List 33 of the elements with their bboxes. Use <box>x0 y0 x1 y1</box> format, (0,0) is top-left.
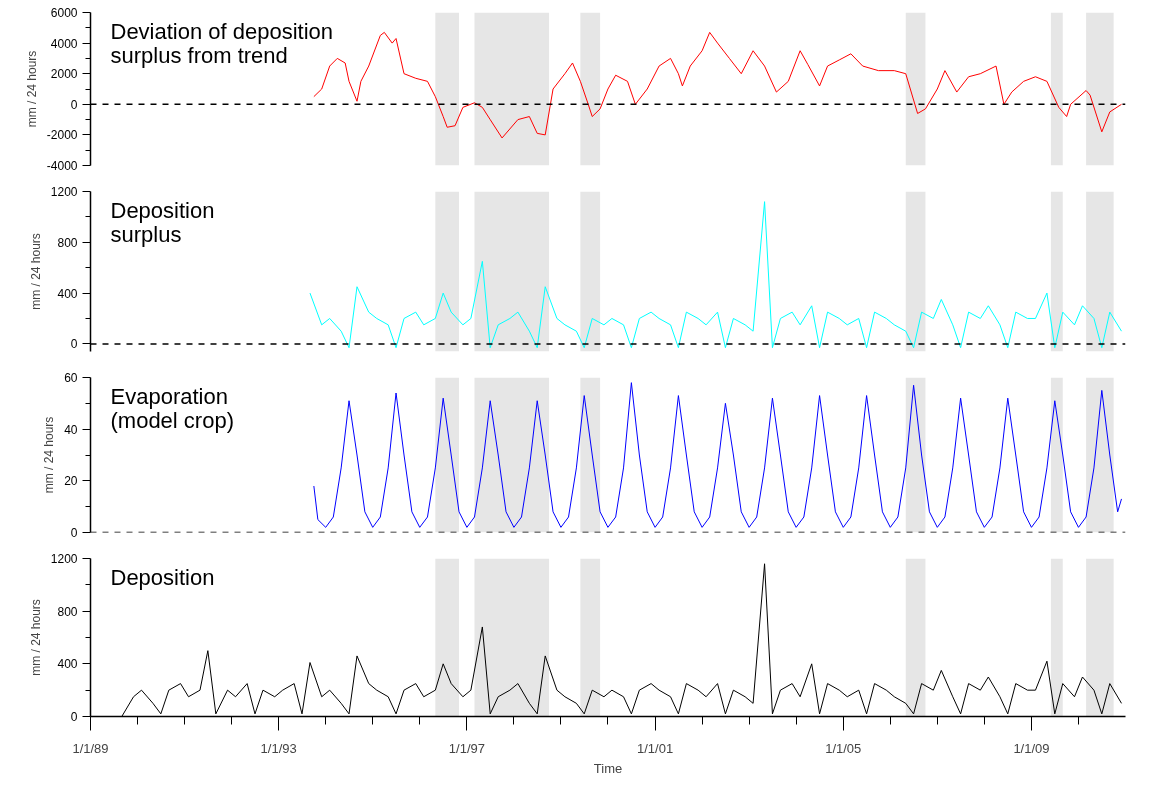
text: Deposition surplus <box>110 197 215 247</box>
y-tick-label: 400 <box>57 286 78 301</box>
y-axis-title: mm / 24 hours <box>42 416 57 494</box>
y-axis-title: mm / 24 hours <box>28 233 43 310</box>
x-tick-label: 1/1/93 <box>260 740 297 756</box>
y-axis-title: mm / 24 hours <box>28 599 43 676</box>
y-tick-label: 0 <box>70 337 78 352</box>
x-tick-label: 1/1/89 <box>72 740 109 756</box>
y-tick-label: 4000 <box>50 36 78 51</box>
y-tick-label: 20 <box>64 474 78 489</box>
x-tick-label: 1/1/09 <box>1013 740 1050 756</box>
y-axis-title: mm / 24 hours <box>24 50 39 128</box>
y-tick-label: 1200 <box>50 552 78 566</box>
y-tick-label: 0 <box>70 97 78 112</box>
x-tick-label: 1/1/97 <box>448 740 485 756</box>
x-tick-label: 1/1/01 <box>637 740 674 756</box>
y-tick-label: 2000 <box>50 67 78 82</box>
y-tick-label: 1200 <box>50 185 78 199</box>
y-tick-label: 6000 <box>50 6 78 20</box>
chart-title: Deposition <box>110 564 215 590</box>
y-tick-label: -4000 <box>46 159 78 173</box>
y-tick-label: -2000 <box>46 128 78 143</box>
y-tick-label: 0 <box>70 710 78 724</box>
y-tick-label: 800 <box>57 604 78 619</box>
y-tick-label: 800 <box>57 235 78 250</box>
text: Evaporation (model crop) <box>110 383 234 433</box>
x-tick-label: 1/1/05 <box>825 740 862 756</box>
y-tick-label: 0 <box>70 526 78 540</box>
y-tick-label: 60 <box>64 371 78 385</box>
text: Deviation of deposition surplus from trend <box>110 18 334 68</box>
y-tick-label: 40 <box>64 422 78 437</box>
x-axis-title: Time <box>593 760 623 776</box>
y-tick-label: 400 <box>57 657 78 672</box>
